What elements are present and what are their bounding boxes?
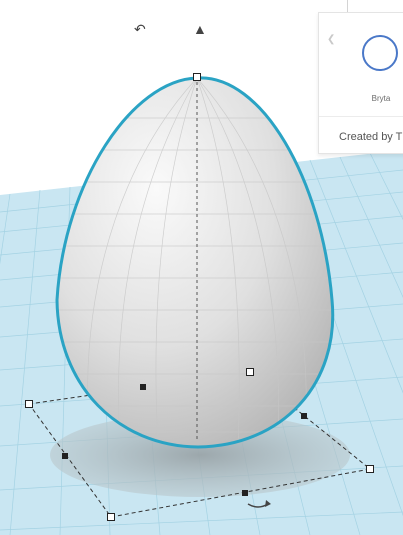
corner-handle-front-right[interactable]	[366, 465, 374, 473]
height-handle[interactable]	[193, 73, 201, 81]
chevron-left-icon[interactable]: ❮	[327, 34, 336, 45]
edge-handle-right[interactable]	[301, 413, 307, 419]
egg-shadow	[50, 413, 350, 497]
selection-outline	[55, 76, 335, 449]
edge-handle-front[interactable]	[242, 490, 248, 496]
created-by-label: Created by T	[339, 131, 403, 143]
panel-divider	[319, 116, 403, 117]
corner-handle-back-right[interactable]	[246, 368, 254, 376]
panel-tick	[347, 0, 348, 12]
egg-facets	[57, 77, 333, 448]
edge-handle-left[interactable]	[62, 453, 68, 459]
lift-cone-icon[interactable]: ▲	[193, 21, 207, 37]
shape-thumbnail[interactable]	[362, 35, 398, 71]
shape-panel: ❮ Bryta Created by T	[318, 12, 403, 154]
rotate-arc-icon[interactable]: ↶	[134, 21, 146, 37]
rotate-arrow-head-icon	[265, 500, 271, 507]
corner-handle-front-bottom[interactable]	[107, 513, 115, 521]
egg-body[interactable]	[57, 77, 333, 448]
shape-name-label: Bryta	[371, 94, 391, 103]
corner-handle-front-left[interactable]	[25, 400, 33, 408]
edge-handle-back[interactable]	[140, 384, 146, 390]
